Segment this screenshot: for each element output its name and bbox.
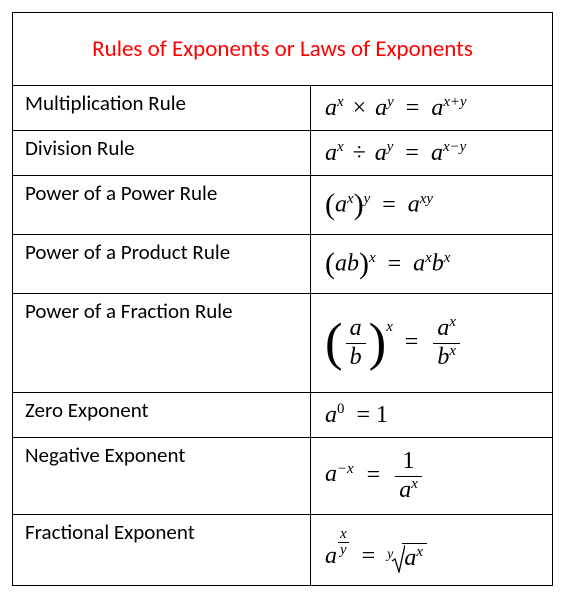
table-row: Multiplication Rule ax × ay = ax+y <box>13 86 552 131</box>
rule-label: Power of a Fraction Rule <box>13 294 311 392</box>
table-row: Division Rule ax ÷ ay = ax−y <box>13 131 552 176</box>
rule-label: Power of a Power Rule <box>13 176 311 234</box>
table-row: Power of a Fraction Rule (ab)x = ax bx <box>13 294 552 393</box>
table-row: Power of a Product Rule (ab)x = axbx <box>13 235 552 294</box>
rule-formula: (ax)y = axy <box>311 176 552 234</box>
rule-formula: a−x = 1 ax <box>311 438 552 514</box>
table-title: Rules of Exponents or Laws of Exponents <box>13 13 552 86</box>
rule-label: Power of a Product Rule <box>13 235 311 293</box>
exponent-rules-table: Rules of Exponents or Laws of Exponents … <box>12 12 553 586</box>
table-row: Negative Exponent a−x = 1 ax <box>13 438 552 515</box>
rule-formula: a0 =1 <box>311 393 552 437</box>
table-row: Fractional Exponent axy = y ax <box>13 515 552 585</box>
rule-formula: axy = y ax <box>311 515 552 585</box>
table-row: Zero Exponent a0 =1 <box>13 393 552 438</box>
rule-formula: (ab)x = axbx <box>311 235 552 293</box>
rule-label: Multiplication Rule <box>13 86 311 130</box>
table-row: Power of a Power Rule (ax)y = axy <box>13 176 552 235</box>
rule-label: Fractional Exponent <box>13 515 311 585</box>
rule-formula: ax × ay = ax+y <box>311 86 552 130</box>
rule-formula: ax ÷ ay = ax−y <box>311 131 552 175</box>
rule-formula: (ab)x = ax bx <box>311 294 552 392</box>
rule-label: Division Rule <box>13 131 311 175</box>
rule-label: Zero Exponent <box>13 393 311 437</box>
rule-label: Negative Exponent <box>13 438 311 514</box>
